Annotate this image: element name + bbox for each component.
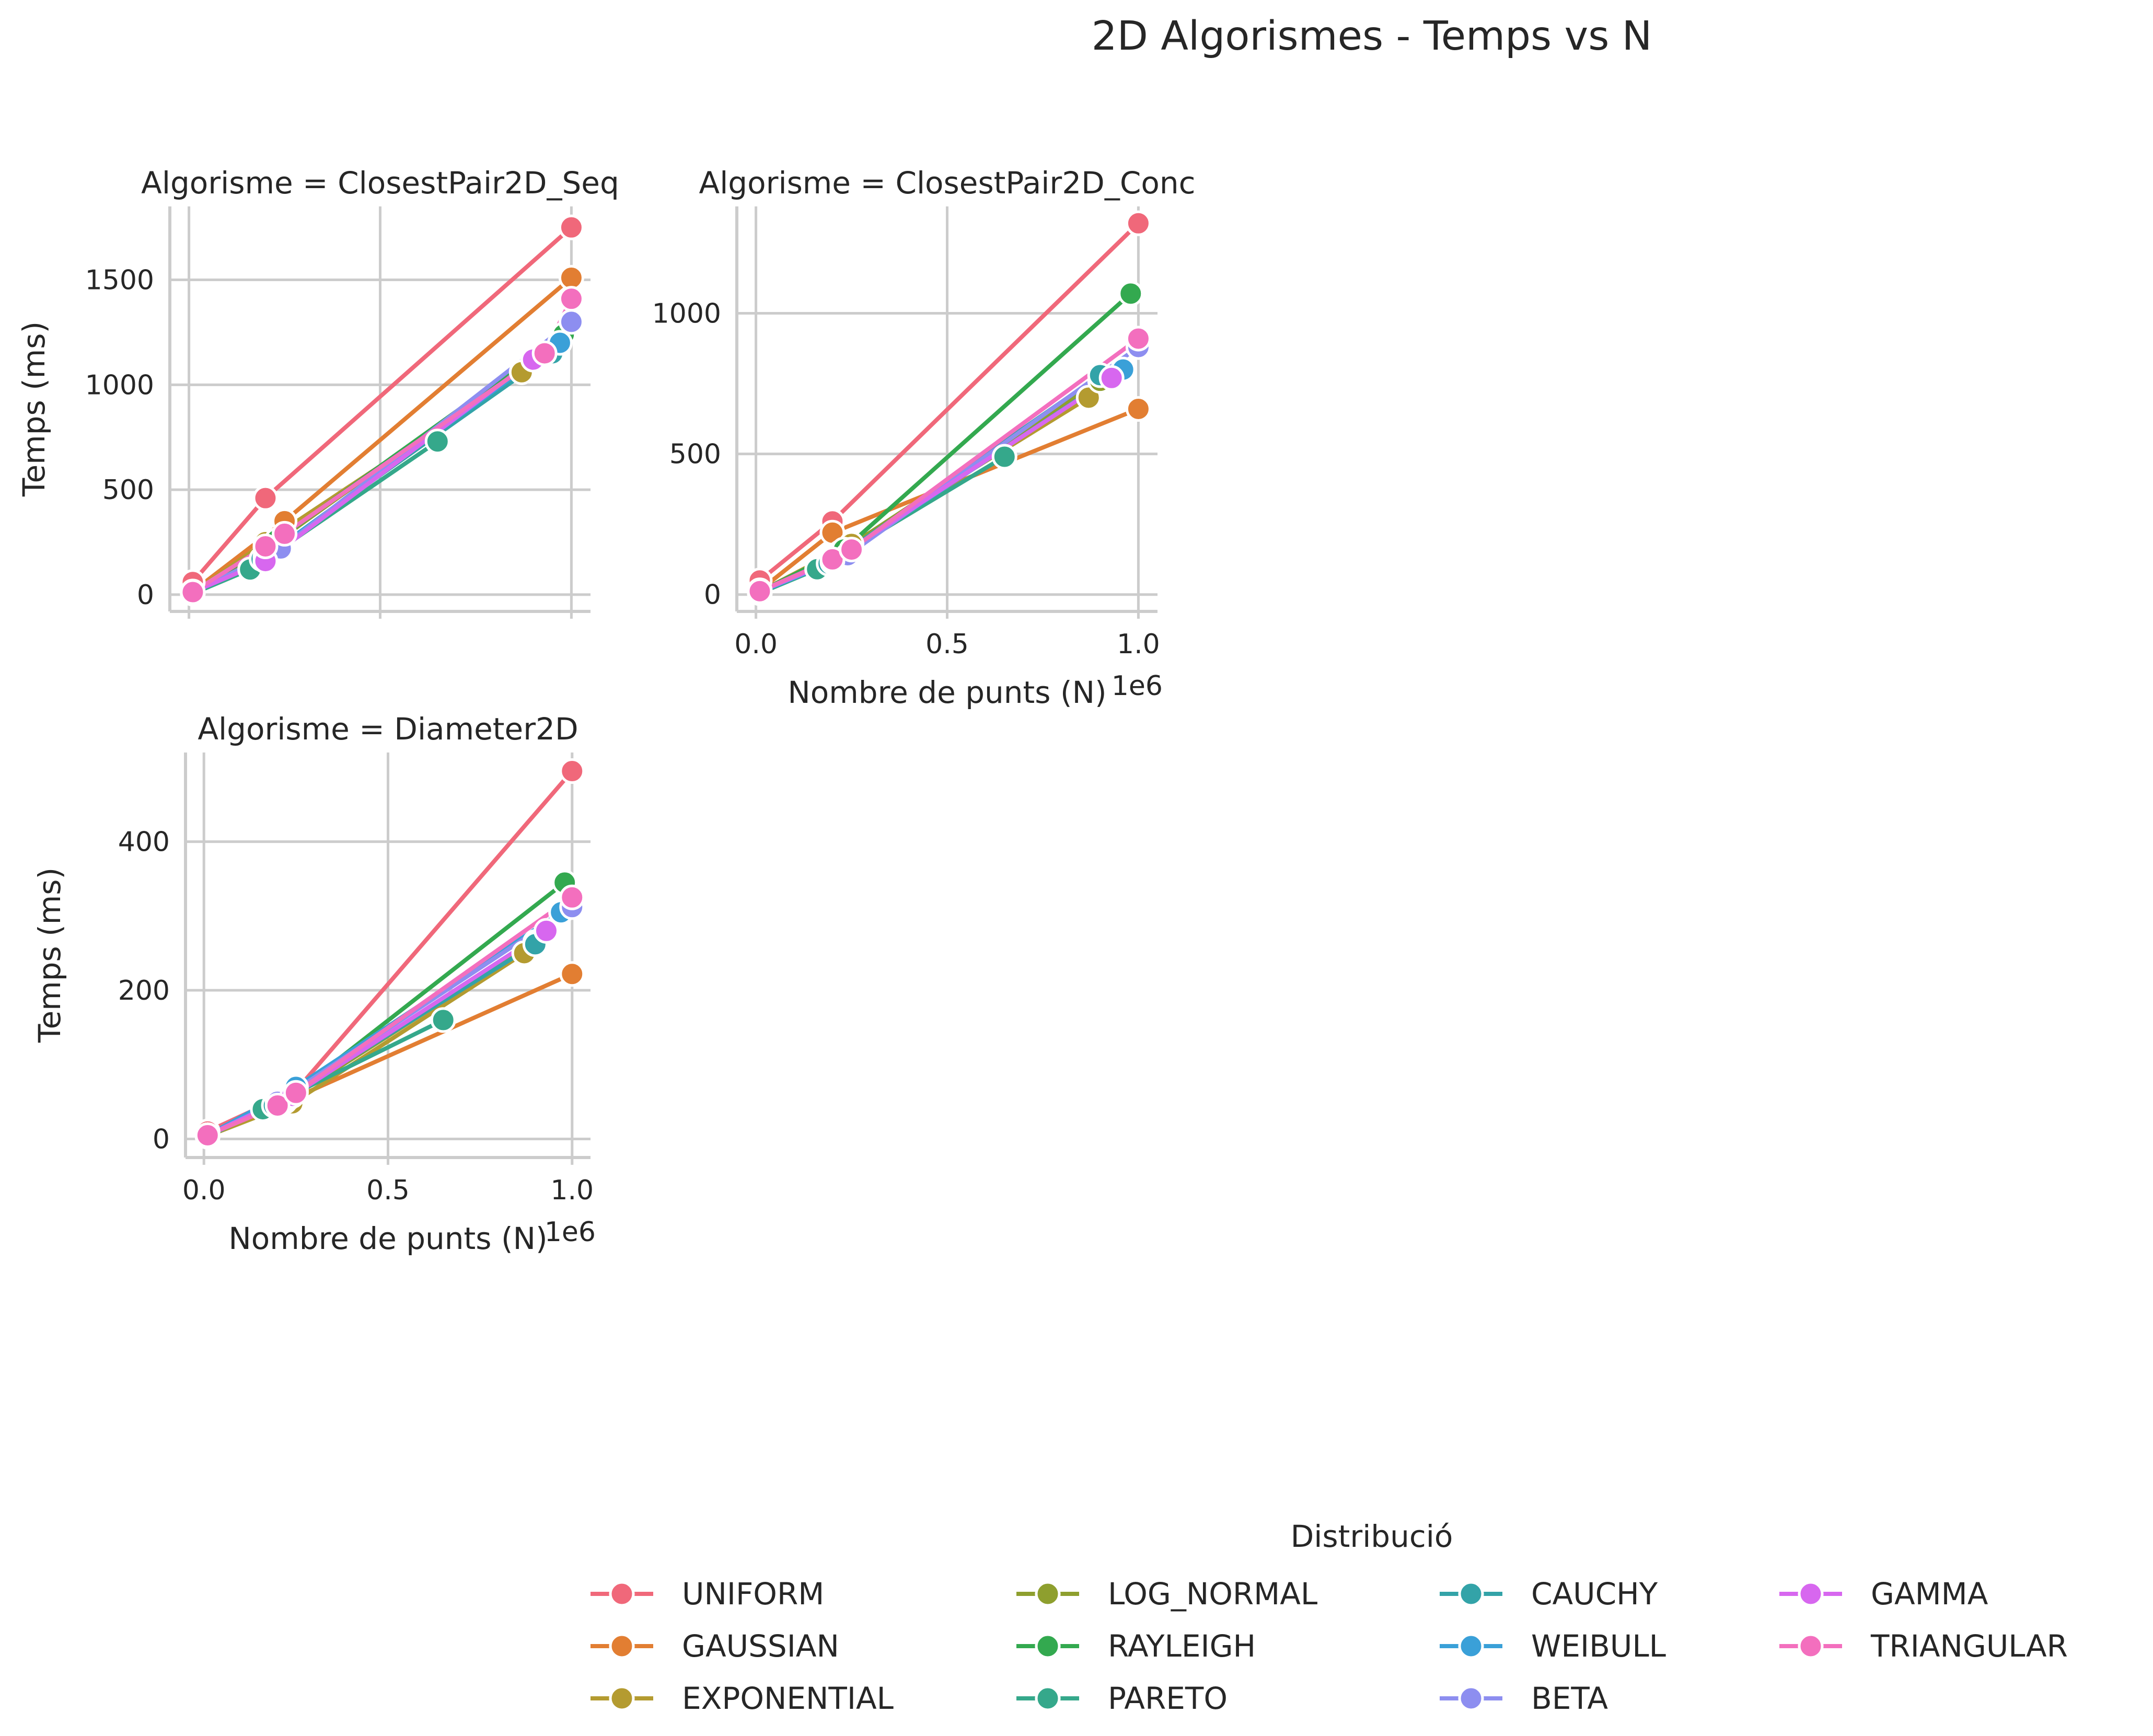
y-tick-label: 400 xyxy=(118,827,170,858)
y-tick-label: 0 xyxy=(153,1124,170,1155)
legend-marker xyxy=(1458,1685,1484,1711)
legend-marker xyxy=(1035,1685,1061,1711)
data-point-gamma xyxy=(1098,365,1125,391)
legend-item-beta: BETA xyxy=(1440,1681,1608,1716)
legend-items: UNIFORM GAUSSIAN EXPONENTIAL LOG_NORMAL RAYL… xyxy=(591,1576,2068,1716)
y-tick-label: 1500 xyxy=(85,265,154,296)
legend-marker xyxy=(609,1581,635,1607)
figure-title: 2D Algorismes - Temps vs N xyxy=(1092,13,1652,60)
data-point-pareto xyxy=(430,1007,456,1033)
legend-label: UNIFORM xyxy=(682,1576,824,1612)
data-point-rayleigh xyxy=(1118,281,1144,307)
legend-item-uniform: UNIFORM xyxy=(591,1576,824,1612)
data-point-triangular xyxy=(252,534,279,560)
data-point-uniform xyxy=(252,485,279,511)
legend-item-gamma: GAMMA xyxy=(1779,1576,1988,1612)
legend-label: GAUSSIAN xyxy=(682,1628,839,1664)
data-point-gaussian xyxy=(1125,396,1151,422)
legend-title: Distribució xyxy=(1291,1519,1453,1554)
panel-1: 0 500 1000 1500 Algorisme = ClosestPair2D_Se… xyxy=(16,165,619,619)
legend-label: TRIANGULAR xyxy=(1870,1628,2068,1664)
legend-label: WEIBULL xyxy=(1531,1628,1666,1664)
legend-label: CAUCHY xyxy=(1531,1576,1658,1612)
legend-marker xyxy=(1035,1581,1061,1607)
data-point-triangular xyxy=(531,340,558,366)
legend-marker xyxy=(609,1685,635,1711)
legend-marker xyxy=(1458,1633,1484,1659)
panel-title: Algorisme = ClosestPair2D_Seq xyxy=(141,165,619,201)
data-point-triangular xyxy=(558,286,584,312)
data-point-triangular xyxy=(839,537,865,563)
x-tick-label: 1.0 xyxy=(1117,629,1160,660)
x-tick-label: 0.0 xyxy=(182,1175,226,1206)
legend-marker xyxy=(609,1633,635,1659)
legend-item-triangular: TRIANGULAR xyxy=(1779,1628,2068,1664)
legend-marker xyxy=(1798,1633,1824,1659)
legend-item-exponential: EXPONENTIAL xyxy=(591,1681,894,1716)
legend-item-weibull: WEIBULL xyxy=(1440,1628,1666,1664)
panel-3: 0.0 0.5 1.0 0 200 400 Algorisme = Diameter2D Te… xyxy=(32,711,596,1256)
x-tick-label: 0.0 xyxy=(734,629,778,660)
data-point-triangular xyxy=(283,1080,309,1106)
data-point-triangular xyxy=(264,1092,291,1118)
legend-item-cauchy: CAUCHY xyxy=(1440,1576,1658,1612)
y-tick-label: 0 xyxy=(137,580,154,611)
data-point-gamma xyxy=(533,918,559,944)
panel-2: 0.0 0.5 1.0 0 500 1000 Algorisme = ClosestPair… xyxy=(652,165,1196,710)
y-axis-title: Temps (ms) xyxy=(32,867,67,1043)
x-axis-title: Nombre de punts (N) xyxy=(228,1221,547,1256)
y-tick-label: 500 xyxy=(102,474,154,506)
panels: 0 500 1000 1500 Algorisme = ClosestPair2D_Se… xyxy=(16,165,1195,1256)
legend-item-pareto: PARETO xyxy=(1016,1681,1228,1716)
legend-label: RAYLEIGH xyxy=(1108,1628,1256,1664)
panel-title: Algorisme = ClosestPair2D_Conc xyxy=(699,165,1196,201)
data-point-triangular xyxy=(559,884,585,910)
x-offset-label: 1e6 xyxy=(1112,670,1163,702)
y-tick-label: 1000 xyxy=(85,369,154,401)
data-point-gaussian xyxy=(558,265,584,291)
data-point-uniform xyxy=(559,758,585,784)
legend-label: BETA xyxy=(1531,1681,1608,1716)
data-point-uniform xyxy=(1125,210,1151,236)
x-tick-label: 0.5 xyxy=(925,629,969,660)
y-axis-title: Temps (ms) xyxy=(16,321,52,497)
data-point-triangular xyxy=(272,520,298,547)
legend-label: GAMMA xyxy=(1871,1576,1988,1612)
data-point-beta xyxy=(558,309,584,335)
data-point-gaussian xyxy=(559,961,585,987)
x-axis-title: Nombre de punts (N) xyxy=(788,675,1106,710)
panel-title: Algorisme = Diameter2D xyxy=(198,711,578,747)
y-tick-label: 1000 xyxy=(652,298,721,330)
legend: Distribució UNIFORM GAUSSIAN EXPONENTIAL LO… xyxy=(591,1519,2068,1716)
legend-marker xyxy=(1458,1581,1484,1607)
legend-label: PARETO xyxy=(1108,1681,1228,1716)
data-point-pareto xyxy=(991,444,1017,470)
legend-marker xyxy=(1035,1633,1061,1659)
y-tick-label: 200 xyxy=(118,975,170,1006)
y-tick-label: 500 xyxy=(669,439,721,470)
data-point-uniform xyxy=(558,214,584,240)
legend-label: EXPONENTIAL xyxy=(682,1681,894,1716)
data-point-triangular xyxy=(1125,326,1151,352)
legend-marker xyxy=(1798,1581,1824,1607)
y-tick-label: 0 xyxy=(704,580,721,611)
legend-item-gaussian: GAUSSIAN xyxy=(591,1628,839,1664)
legend-label: LOG_NORMAL xyxy=(1108,1576,1317,1612)
data-point-triangular xyxy=(747,578,773,604)
x-tick-label: 1.0 xyxy=(550,1175,594,1206)
data-point-pareto xyxy=(424,429,450,455)
data-point-triangular xyxy=(180,579,206,605)
data-point-triangular xyxy=(194,1122,221,1148)
legend-item-rayleigh: RAYLEIGH xyxy=(1016,1628,1256,1664)
legend-item-log_normal: LOG_NORMAL xyxy=(1016,1576,1317,1612)
x-tick-label: 0.5 xyxy=(366,1175,410,1206)
x-offset-label: 1e6 xyxy=(545,1217,596,1248)
